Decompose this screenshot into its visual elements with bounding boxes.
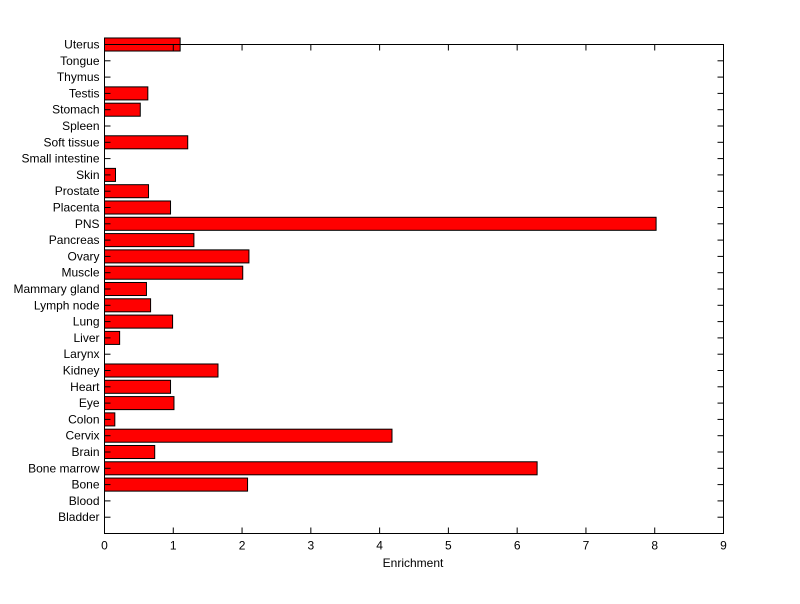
y-tick-label: Mammary gland (13, 282, 99, 296)
x-axis-label: Enrichment (383, 556, 444, 570)
x-tick-label: 9 (720, 539, 727, 553)
y-tick-label: Heart (70, 380, 100, 394)
y-tick-label: Placenta (53, 201, 100, 215)
x-tick-label: 7 (583, 539, 590, 553)
bar-eye (104, 396, 175, 411)
x-tick-label: 2 (239, 539, 246, 553)
y-tick-label: Testis (69, 86, 100, 100)
y-tick-label: Stomach (52, 103, 99, 117)
y-tick-label: Lymph node (34, 298, 100, 312)
bar-ovary (104, 249, 250, 264)
bar-pancreas (104, 233, 195, 248)
x-tick-label: 4 (376, 539, 383, 553)
y-tick-label: Larynx (63, 347, 99, 361)
y-tick-label: Muscle (61, 266, 99, 280)
y-tick-label: Spleen (62, 119, 99, 133)
y-tick-label: Tongue (60, 54, 100, 68)
y-tick-label: Brain (71, 445, 99, 459)
bar-bone-marrow (104, 461, 538, 476)
y-tick-label: Bladder (58, 510, 99, 524)
bar-testis (104, 86, 149, 101)
y-tick-label: Eye (79, 396, 100, 410)
bar-muscle (104, 265, 244, 280)
y-tick-label: Bone marrow (28, 461, 100, 475)
y-tick-label: Bone (71, 478, 99, 492)
plot-frame (104, 44, 724, 534)
bar-soft-tissue (104, 135, 189, 150)
bar-bone (104, 477, 249, 492)
x-tick-label: 0 (101, 539, 108, 553)
x-tick-label: 3 (307, 539, 314, 553)
y-tick-label: Small intestine (21, 152, 99, 166)
y-tick-label: Thymus (57, 70, 100, 84)
bar-placenta (104, 200, 172, 215)
y-tick-label: Pancreas (49, 233, 100, 247)
bar-kidney (104, 363, 219, 378)
y-tick-label: Kidney (63, 364, 100, 378)
x-tick-label: 6 (514, 539, 521, 553)
y-tick-label: PNS (75, 217, 100, 231)
x-tick-label: 8 (651, 539, 658, 553)
y-tick-label: Ovary (67, 249, 99, 263)
y-tick-label: Prostate (55, 184, 100, 198)
y-tick-label: Blood (69, 494, 100, 508)
bar-lymph-node (104, 298, 152, 313)
bar-mammary-gland (104, 281, 147, 297)
y-tick-label: Cervix (65, 429, 99, 443)
x-tick-label: 5 (445, 539, 452, 553)
bar-lung (104, 314, 174, 329)
y-tick-label: Uterus (64, 38, 99, 52)
y-tick-label: Skin (76, 168, 99, 182)
y-tick-label: Liver (73, 331, 99, 345)
y-tick-label: Colon (68, 412, 99, 426)
x-tick-label: 1 (170, 539, 177, 553)
bar-heart (104, 379, 172, 394)
bar-cervix (104, 428, 393, 443)
bar-prostate (104, 184, 150, 199)
bar-brain (104, 444, 156, 460)
y-tick-label: Lung (73, 315, 100, 329)
bar-pns (104, 216, 657, 231)
y-tick-label: Soft tissue (43, 135, 99, 149)
